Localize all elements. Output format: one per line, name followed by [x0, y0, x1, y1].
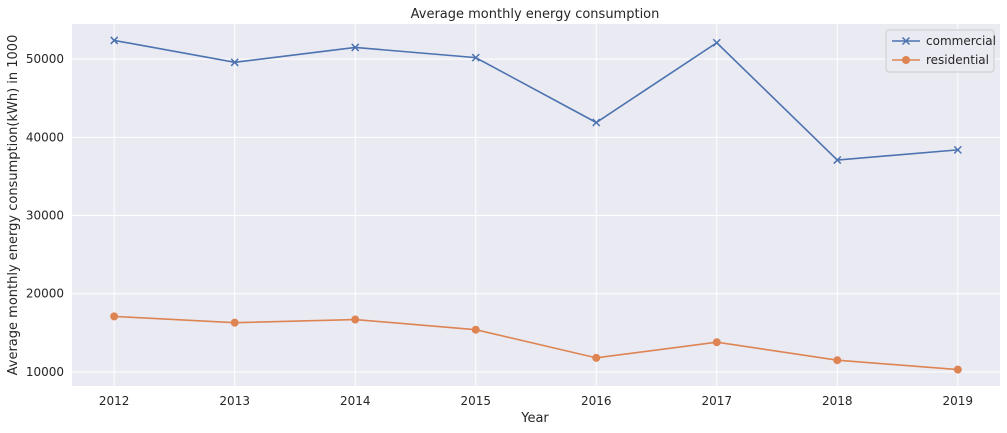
- x-tick-label: 2019: [943, 394, 974, 408]
- data-point: [230, 318, 239, 327]
- plot-area: [72, 24, 1000, 386]
- x-tick-label: 2016: [581, 394, 612, 408]
- y-tick-label: 20000: [26, 287, 64, 301]
- chart-title: Average monthly energy consumption: [411, 7, 660, 22]
- data-point: [351, 43, 360, 52]
- y-tick-label: 40000: [26, 130, 64, 144]
- data-point: [833, 156, 842, 165]
- y-axis-label: Average monthly energy consumption(kWh) …: [6, 35, 21, 376]
- y-tick-label: 50000: [26, 52, 64, 66]
- legend-item-commercial: commercial: [892, 34, 996, 48]
- data-point: [110, 312, 119, 321]
- series-residential: [110, 312, 962, 374]
- data-point: [471, 325, 480, 334]
- x-tick-label: 2014: [340, 394, 371, 408]
- y-tick-label: 10000: [26, 365, 64, 379]
- data-point: [110, 36, 119, 45]
- data-point: [953, 365, 962, 374]
- data-point: [592, 118, 601, 127]
- x-tick-label: 2012: [99, 394, 130, 408]
- series-line: [114, 315, 958, 371]
- y-axis: 10000 20000 30000 40000 50000: [26, 52, 64, 379]
- legend-item-residential: residential: [892, 53, 989, 67]
- series-commercial: [110, 36, 962, 165]
- series-line: [114, 39, 958, 161]
- data-point: [351, 315, 360, 324]
- data-point: [471, 53, 480, 62]
- data-point: [230, 58, 239, 67]
- x-tick-label: 2015: [460, 394, 491, 408]
- x-axis: 2012 2013 2014 2015 2016 2017 2018 2019: [99, 394, 973, 408]
- x-axis-label: Year: [520, 411, 549, 426]
- data-point: [953, 145, 962, 154]
- grid: [72, 24, 1000, 386]
- data-point: [712, 38, 721, 47]
- y-tick-label: 30000: [26, 209, 64, 223]
- data-point: [833, 356, 842, 365]
- legend-label: residential: [926, 53, 989, 67]
- x-tick-label: 2013: [219, 394, 250, 408]
- x-tick-label: 2018: [822, 394, 853, 408]
- data-point: [712, 338, 721, 347]
- legend: commercial residential: [885, 29, 996, 73]
- x-tick-label: 2017: [702, 394, 733, 408]
- series-layer: [110, 36, 962, 374]
- data-point: [592, 353, 601, 362]
- legend-label: commercial: [926, 34, 996, 48]
